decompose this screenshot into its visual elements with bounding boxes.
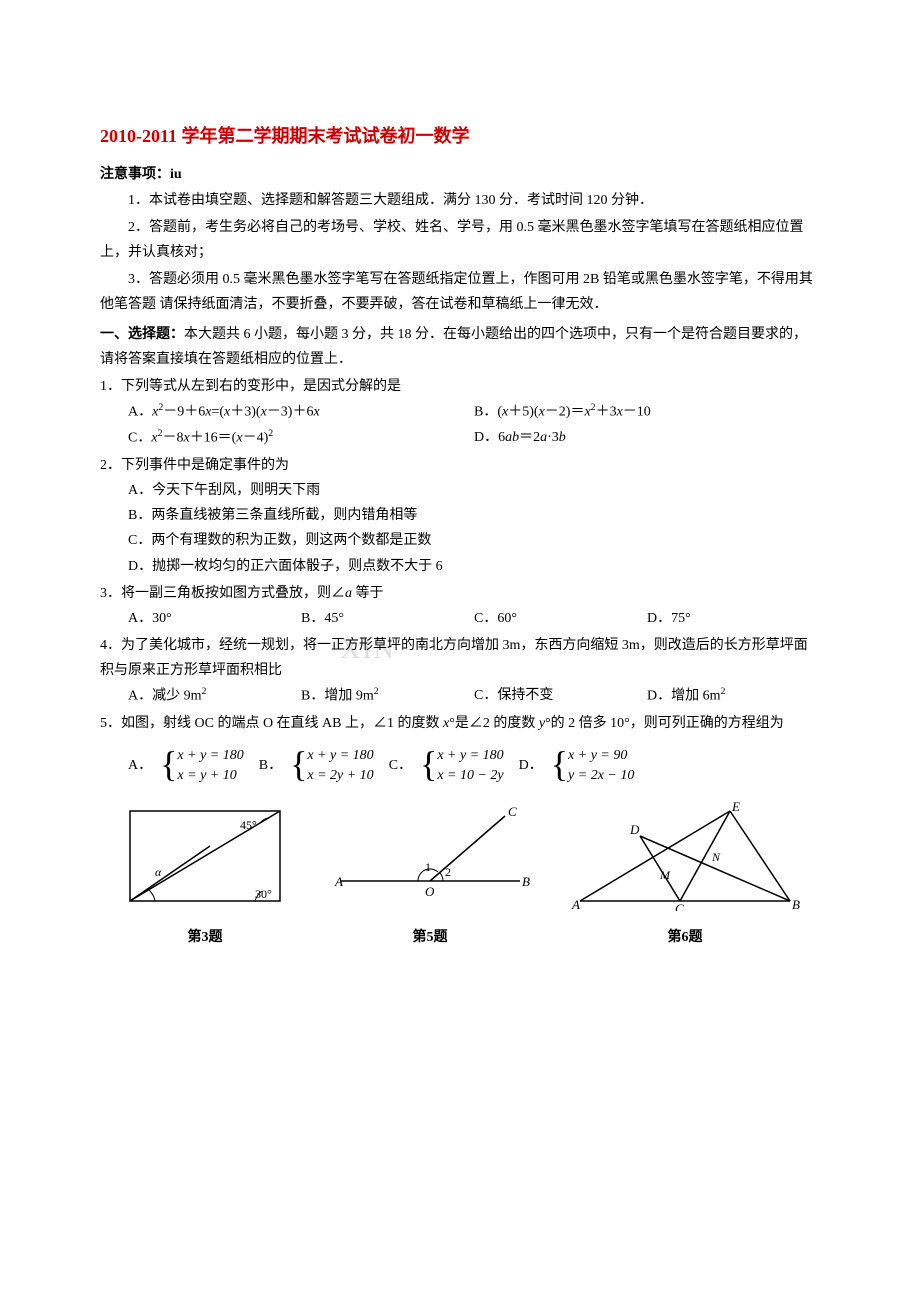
question-3: 3．将一副三角板按如图方式叠放，则∠a 等于 A．30° B．45° C．60°… — [100, 581, 820, 631]
q5-option-c: C． { x + y = 180 x = 10 − 2y — [389, 746, 504, 785]
notice-header: 注意事项：iu — [100, 167, 182, 182]
q4-option-b: B．增加 9m2 — [301, 683, 474, 709]
page-title: 2010-2011 学年第二学期期末考试试卷初一数学 — [100, 120, 820, 152]
q5-option-d: D． { x + y = 90 y = 2x − 10 — [519, 746, 635, 785]
figure-3: 45° α 30° 第3题 — [120, 801, 290, 950]
svg-text:α: α — [155, 865, 162, 879]
svg-text:O: O — [425, 884, 435, 899]
q1-option-b: B．(x＋5)(x－2)＝x2＋3x－10 — [474, 399, 820, 425]
notice-item-2: 2．答题前，考生务必将自己的考场号、学校、姓名、学号，用 0.5 毫米黑色墨水签… — [100, 215, 820, 265]
q3-option-a: A．30° — [128, 606, 301, 631]
figures-row: 45° α 30° 第3题 A B C O 1 2 第5题 — [100, 801, 820, 950]
svg-text:C: C — [508, 804, 517, 819]
figure-5-label: 第5题 — [330, 925, 530, 950]
q4-option-c: C．保持不变 — [474, 683, 647, 709]
notice-section: 注意事项：iu 1．本试卷由填空题、选择题和解答题三大题组成．满分 130 分．… — [100, 162, 820, 317]
q1-option-c: C．x2－8x＋16＝(x－4)2 — [128, 425, 474, 451]
question-5: 5．如图，射线 OC 的端点 O 在直线 AB 上，∠1 的度数 x°是∠2 的… — [100, 711, 820, 785]
svg-text:1: 1 — [425, 860, 431, 874]
figure-3-svg: 45° α 30° — [120, 801, 290, 911]
svg-text:N: N — [711, 850, 721, 864]
svg-text:2: 2 — [445, 865, 451, 879]
section-1-desc: 本大题共 6 小题，每小题 3 分，共 18 分．在每小题给出的四个选项中，只有… — [100, 327, 807, 367]
q1-option-a: A．x2－9＋6x=(x＋3)(x－3)＋6x — [128, 399, 474, 425]
notice-item-1: 1．本试卷由填空题、选择题和解答题三大题组成．满分 130 分．考试时间 120… — [100, 188, 820, 213]
q4-option-d: D．增加 6m2 — [647, 683, 820, 709]
svg-text:A: A — [571, 897, 580, 911]
question-3-text: 3．将一副三角板按如图方式叠放，则∠a 等于 — [100, 581, 820, 606]
figure-5: A B C O 1 2 第5题 — [330, 801, 530, 950]
svg-text:B: B — [792, 897, 800, 911]
svg-text:D: D — [629, 822, 640, 837]
question-2-text: 2．下列事件中是确定事件的为 — [100, 453, 820, 478]
question-4: 4．为了美化城市，经统一规划，将一正方形草坪的南北方向增加 3m，东西方向缩短 … — [100, 633, 820, 709]
q2-option-c: C．两个有理数的积为正数，则这两个数都是正数 — [100, 528, 820, 553]
section-1-header: 一、选择题：本大题共 6 小题，每小题 3 分，共 18 分．在每小题给出的四个… — [100, 322, 820, 372]
svg-text:B: B — [522, 874, 530, 889]
figure-3-label: 第3题 — [120, 925, 290, 950]
q3-option-b: B．45° — [301, 606, 474, 631]
svg-text:45°: 45° — [240, 818, 257, 832]
q4-option-a: A．减少 9m2 — [128, 683, 301, 709]
question-5-text: 5．如图，射线 OC 的端点 O 在直线 AB 上，∠1 的度数 x°是∠2 的… — [100, 711, 820, 736]
q3-option-d: D．75° — [647, 606, 820, 631]
question-1: 1．下列等式从左到右的变形中，是因式分解的是 A．x2－9＋6x=(x＋3)(x… — [100, 374, 820, 451]
svg-text:30°: 30° — [255, 887, 272, 901]
q5-option-b: B． { x + y = 180 x = 2y + 10 — [259, 746, 374, 785]
q1-option-d: D．6ab＝2a·3b — [474, 425, 820, 451]
svg-text:M: M — [659, 868, 671, 882]
svg-text:C: C — [675, 901, 684, 911]
question-1-text: 1．下列等式从左到右的变形中，是因式分解的是 — [100, 374, 820, 399]
question-4-text: 4．为了美化城市，经统一规划，将一正方形草坪的南北方向增加 3m，东西方向缩短 … — [100, 633, 820, 683]
section-1-label: 一、选择题： — [100, 327, 184, 342]
q2-option-b: B．两条直线被第三条直线所截，则内错角相等 — [100, 503, 820, 528]
svg-text:A: A — [334, 874, 343, 889]
figure-6-label: 第6题 — [570, 925, 800, 950]
question-2: 2．下列事件中是确定事件的为 A．今天下午刮风，则明天下雨 B．两条直线被第三条… — [100, 453, 820, 579]
svg-text:E: E — [731, 801, 740, 814]
q3-option-c: C．60° — [474, 606, 647, 631]
q2-option-a: A．今天下午刮风，则明天下雨 — [100, 478, 820, 503]
notice-item-3: 3．答题必须用 0.5 毫米黑色墨水签字笔写在答题纸指定位置上，作图可用 2B … — [100, 267, 820, 317]
q2-option-d: D．抛掷一枚均匀的正六面体骰子，则点数不大于 6 — [100, 554, 820, 579]
q5-option-a: A． { x + y = 180 x = y + 10 — [128, 746, 244, 785]
figure-6: A B C D E M N 第6题 — [570, 801, 800, 950]
figure-6-svg: A B C D E M N — [570, 801, 800, 911]
figure-5-svg: A B C O 1 2 — [330, 801, 530, 911]
